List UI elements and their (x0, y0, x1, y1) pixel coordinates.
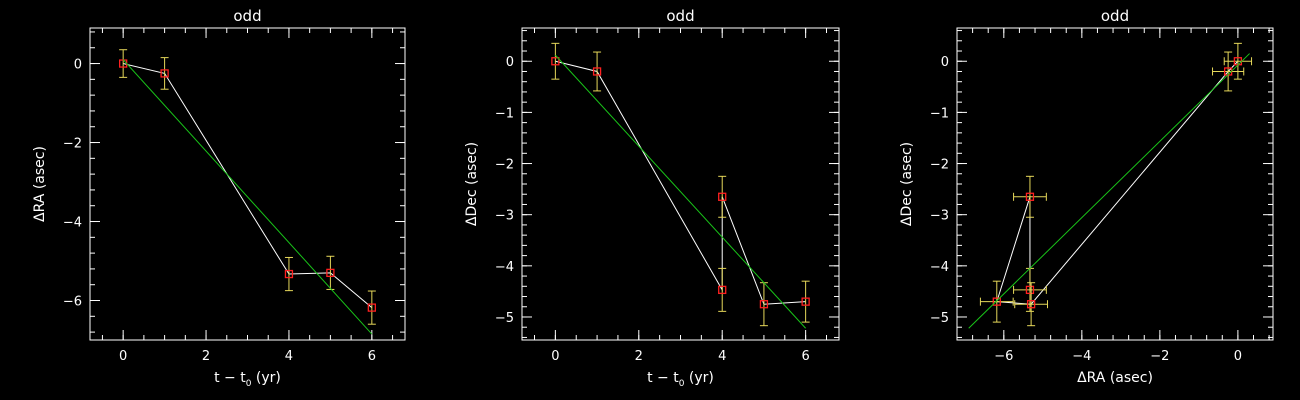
chart-title: odd (1101, 7, 1129, 25)
x-axis-label: t − t0 (yr) (647, 370, 714, 389)
x-axis-label-unit: (yr) (684, 370, 713, 386)
y-axis-label: ΔDec (asec) (464, 142, 480, 226)
x-axis-label-subscript: 0 (246, 379, 252, 389)
y-tick-label: −2 (63, 137, 82, 152)
data-point (718, 192, 727, 201)
data-point (592, 67, 602, 76)
x-tick-label: 0 (1234, 349, 1242, 364)
x-tick-label: 4 (285, 349, 293, 364)
data-point (1025, 285, 1035, 295)
data-line (555, 60, 806, 305)
y-tick-label: −3 (495, 209, 514, 224)
x-tick-label: 6 (801, 349, 809, 364)
x-tick-label: 6 (368, 349, 376, 364)
data-point (801, 297, 810, 306)
y-tick-label: −5 (930, 311, 949, 326)
y-tick-label: 0 (941, 55, 949, 70)
y-axis-label: ΔRA (asec) (32, 146, 48, 222)
y-tick-label: 0 (74, 58, 82, 73)
y-tick-label: 0 (506, 55, 514, 70)
data-point (367, 303, 376, 312)
y-tick-label: −2 (495, 158, 514, 173)
y-tick-label: −4 (930, 260, 949, 275)
x-axis-label: t − t0 (yr) (214, 370, 281, 389)
data-point (1025, 192, 1035, 201)
plot-area (119, 49, 376, 335)
x-tick-label: −4 (1072, 349, 1091, 364)
chart-title: odd (666, 7, 694, 25)
y-tick-label: −6 (63, 295, 82, 310)
x-tick-label: −2 (1150, 349, 1169, 364)
data-point (759, 300, 769, 309)
data-point (284, 269, 294, 279)
x-axis-label-subscript: 0 (679, 379, 685, 389)
y-tick-label: −2 (930, 158, 949, 173)
x-axis-label-main: t − t (214, 370, 246, 386)
plot-frame (521, 27, 840, 341)
x-axis-label-main: ΔRA (asec) (1077, 370, 1153, 386)
x-tick-label: 2 (202, 349, 210, 364)
y-tick-label: −1 (495, 106, 514, 121)
data-point (160, 69, 169, 78)
fit-line (968, 53, 1250, 329)
x-axis-label: ΔRA (asec) (1077, 370, 1153, 386)
plot-area (968, 42, 1253, 329)
x-axis-label-unit: (yr) (251, 370, 280, 386)
x-tick-label: 4 (718, 349, 726, 364)
y-tick-label: −1 (930, 106, 949, 121)
x-tick-label: 0 (551, 349, 559, 364)
y-tick-label: −3 (930, 209, 949, 224)
data-point (718, 285, 727, 295)
y-tick-label: −4 (495, 260, 514, 275)
x-tick-label: 0 (119, 349, 127, 364)
x-axis-label-main: t − t (647, 370, 679, 386)
data-point (326, 268, 335, 278)
y-axis-label: ΔDec (asec) (899, 142, 915, 226)
fit-line (554, 54, 807, 329)
chart-title: odd (233, 7, 261, 25)
fit-line (122, 59, 373, 335)
x-tick-label: 2 (635, 349, 643, 364)
x-tick-label: −6 (994, 349, 1013, 364)
plot-area (551, 42, 810, 329)
data-point (551, 57, 560, 66)
data-point (1026, 300, 1036, 309)
y-tick-label: −5 (495, 311, 514, 326)
minor-ticks (522, 28, 839, 340)
y-tick-label: −4 (63, 216, 82, 231)
panel-3: −6 −4 −2 0 0 −1 −2 −3 −4 −5 odd ΔRA (asec) ΔDec (ase… (899, 7, 1274, 386)
data-point (992, 297, 1001, 306)
